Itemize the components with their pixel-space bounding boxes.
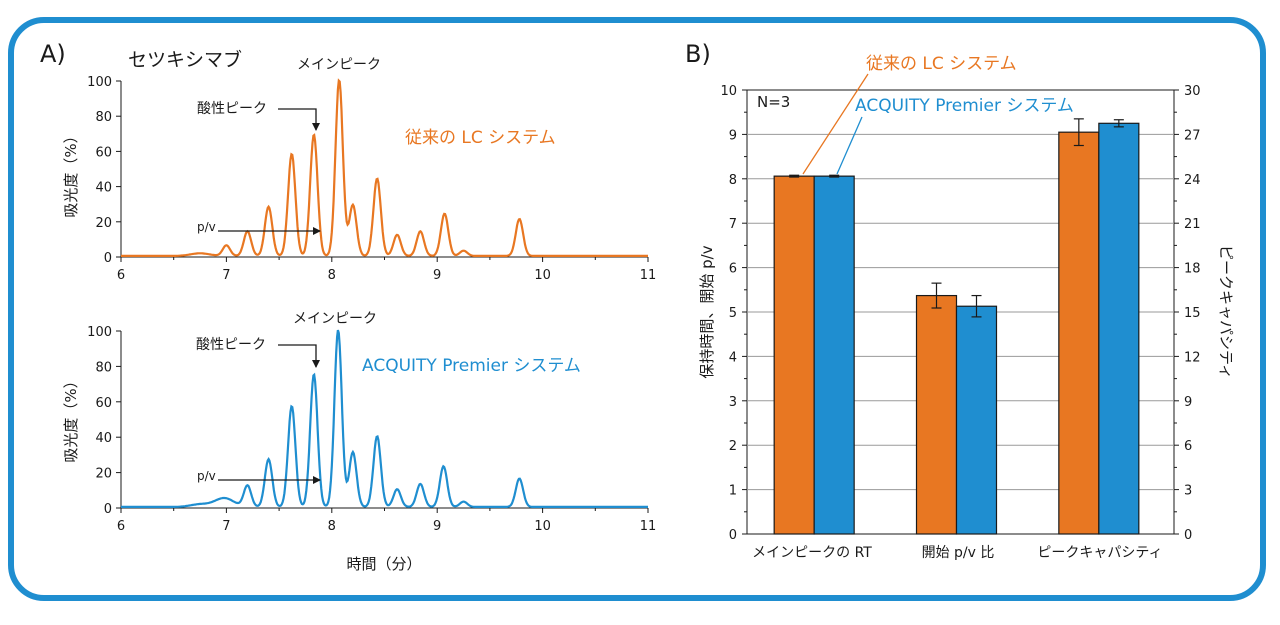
annotation-acidic-peak: 酸性ピーク <box>197 101 267 117</box>
bar <box>915 294 958 535</box>
legend-label-conventional: 従来の LC システム <box>866 54 1017 74</box>
y-tick-label: 8 <box>729 173 737 188</box>
y-tick-label: 80 <box>95 360 112 375</box>
legend-leader-conventional <box>802 73 869 175</box>
y2-tick-label: 9 <box>1184 395 1192 410</box>
y2-tick-label: 27 <box>1184 128 1201 143</box>
y-axis-label: 吸光度（%） <box>62 373 80 462</box>
annotation-main-peak: メインピーク <box>293 311 377 327</box>
y-tick-label: 40 <box>95 181 112 196</box>
y2-axis-label: ピークキャパシティ <box>1217 245 1235 379</box>
panel-label-b: B) <box>685 40 711 68</box>
arrow-acidic-peak <box>278 344 320 368</box>
bar <box>955 305 998 535</box>
x-tick-label: 7 <box>222 519 230 534</box>
bar <box>1058 131 1100 535</box>
y2-tick-label: 0 <box>1184 528 1192 543</box>
x-tick-label: 6 <box>117 519 125 534</box>
y2-tick-label: 30 <box>1184 84 1201 99</box>
y-axis-label: 吸光度（%） <box>62 128 80 217</box>
y-tick-label: 100 <box>87 325 112 340</box>
y-tick-label: 9 <box>729 128 737 143</box>
y2-tick-label: 12 <box>1184 350 1201 365</box>
category-label: 開始 p/v 比 <box>922 545 995 561</box>
y-tick-label: 1 <box>729 484 737 499</box>
legend-label-premier: ACQUITY Premier システム <box>855 96 1074 116</box>
series-line-conventional <box>121 78 648 257</box>
x-tick-label: 9 <box>433 268 441 283</box>
annotation-main-peak: メインピーク <box>297 57 381 73</box>
x-tick-label: 8 <box>328 519 336 534</box>
chromatogram-bottom: 吸光度（%） 6 7 8 9 10 11 0 20 40 60 80 100 ACQUITY Prem… <box>62 311 656 573</box>
y-tick-label: 5 <box>729 306 737 321</box>
annotation-pv: p/v <box>197 220 216 234</box>
y-tick-label: 20 <box>95 216 112 231</box>
y2-tick-label: 3 <box>1184 484 1192 499</box>
y-tick-label: 20 <box>95 467 112 482</box>
y-tick-label: 60 <box>95 145 112 160</box>
arrow-acidic-peak <box>278 108 320 131</box>
figure-frame <box>8 17 1266 601</box>
y2-tick-label: 15 <box>1184 306 1201 321</box>
y-tick-label: 7 <box>729 217 737 232</box>
y2-tick-label: 24 <box>1184 173 1201 188</box>
x-tick-label: 9 <box>433 519 441 534</box>
y-tick-label: 3 <box>729 395 737 410</box>
sample-size-label: N=3 <box>757 93 790 111</box>
y-axis-label: 保持時間、開始 p/v <box>698 245 716 378</box>
y-tick-label: 0 <box>729 528 737 543</box>
legend-leader-premier <box>836 116 863 175</box>
y-tick-label: 60 <box>95 396 112 411</box>
x-tick-label: 6 <box>117 268 125 283</box>
chromatogram-top: セツキシマブ 吸光度（%） 6 7 8 9 10 11 0 20 40 60 80 100 従来の L… <box>62 48 656 283</box>
y2-tick-label: 18 <box>1184 262 1201 277</box>
x-tick-label: 10 <box>534 519 551 534</box>
y-tick-label: 80 <box>95 110 112 125</box>
category-label: ピークキャパシティ <box>1037 545 1162 561</box>
y-tick-label: 6 <box>729 262 737 277</box>
bar <box>1098 122 1140 535</box>
y-tick-label: 10 <box>720 84 737 99</box>
y2-tick-label: 6 <box>1184 439 1192 454</box>
x-tick-label: 8 <box>328 268 336 283</box>
y-tick-label: 40 <box>95 431 112 446</box>
series-label-premier: ACQUITY Premier システム <box>362 356 581 376</box>
x-tick-label: 11 <box>640 268 657 283</box>
y-tick-label: 0 <box>104 502 112 517</box>
annotation-acidic-peak: 酸性ピーク <box>196 337 266 353</box>
bar <box>813 175 855 535</box>
chart-title: セツキシマブ <box>128 48 242 71</box>
y-tick-label: 2 <box>729 439 737 454</box>
series-line-premier <box>121 329 648 508</box>
y-tick-label: 4 <box>729 350 737 365</box>
y-tick-label: 100 <box>87 75 112 90</box>
x-tick-label: 11 <box>640 519 657 534</box>
series-label-conventional: 従来の LC システム <box>405 128 556 148</box>
panel-label-a: A) <box>40 40 66 68</box>
y2-tick-label: 21 <box>1184 217 1201 232</box>
category-label: メインピークの RT <box>752 545 872 561</box>
annotation-pv: p/v <box>197 469 216 483</box>
x-tick-label: 7 <box>222 268 230 283</box>
x-axis-label: 時間（分） <box>346 555 421 573</box>
bar <box>773 175 815 535</box>
x-tick-label: 10 <box>534 268 551 283</box>
y-tick-label: 0 <box>104 251 112 266</box>
